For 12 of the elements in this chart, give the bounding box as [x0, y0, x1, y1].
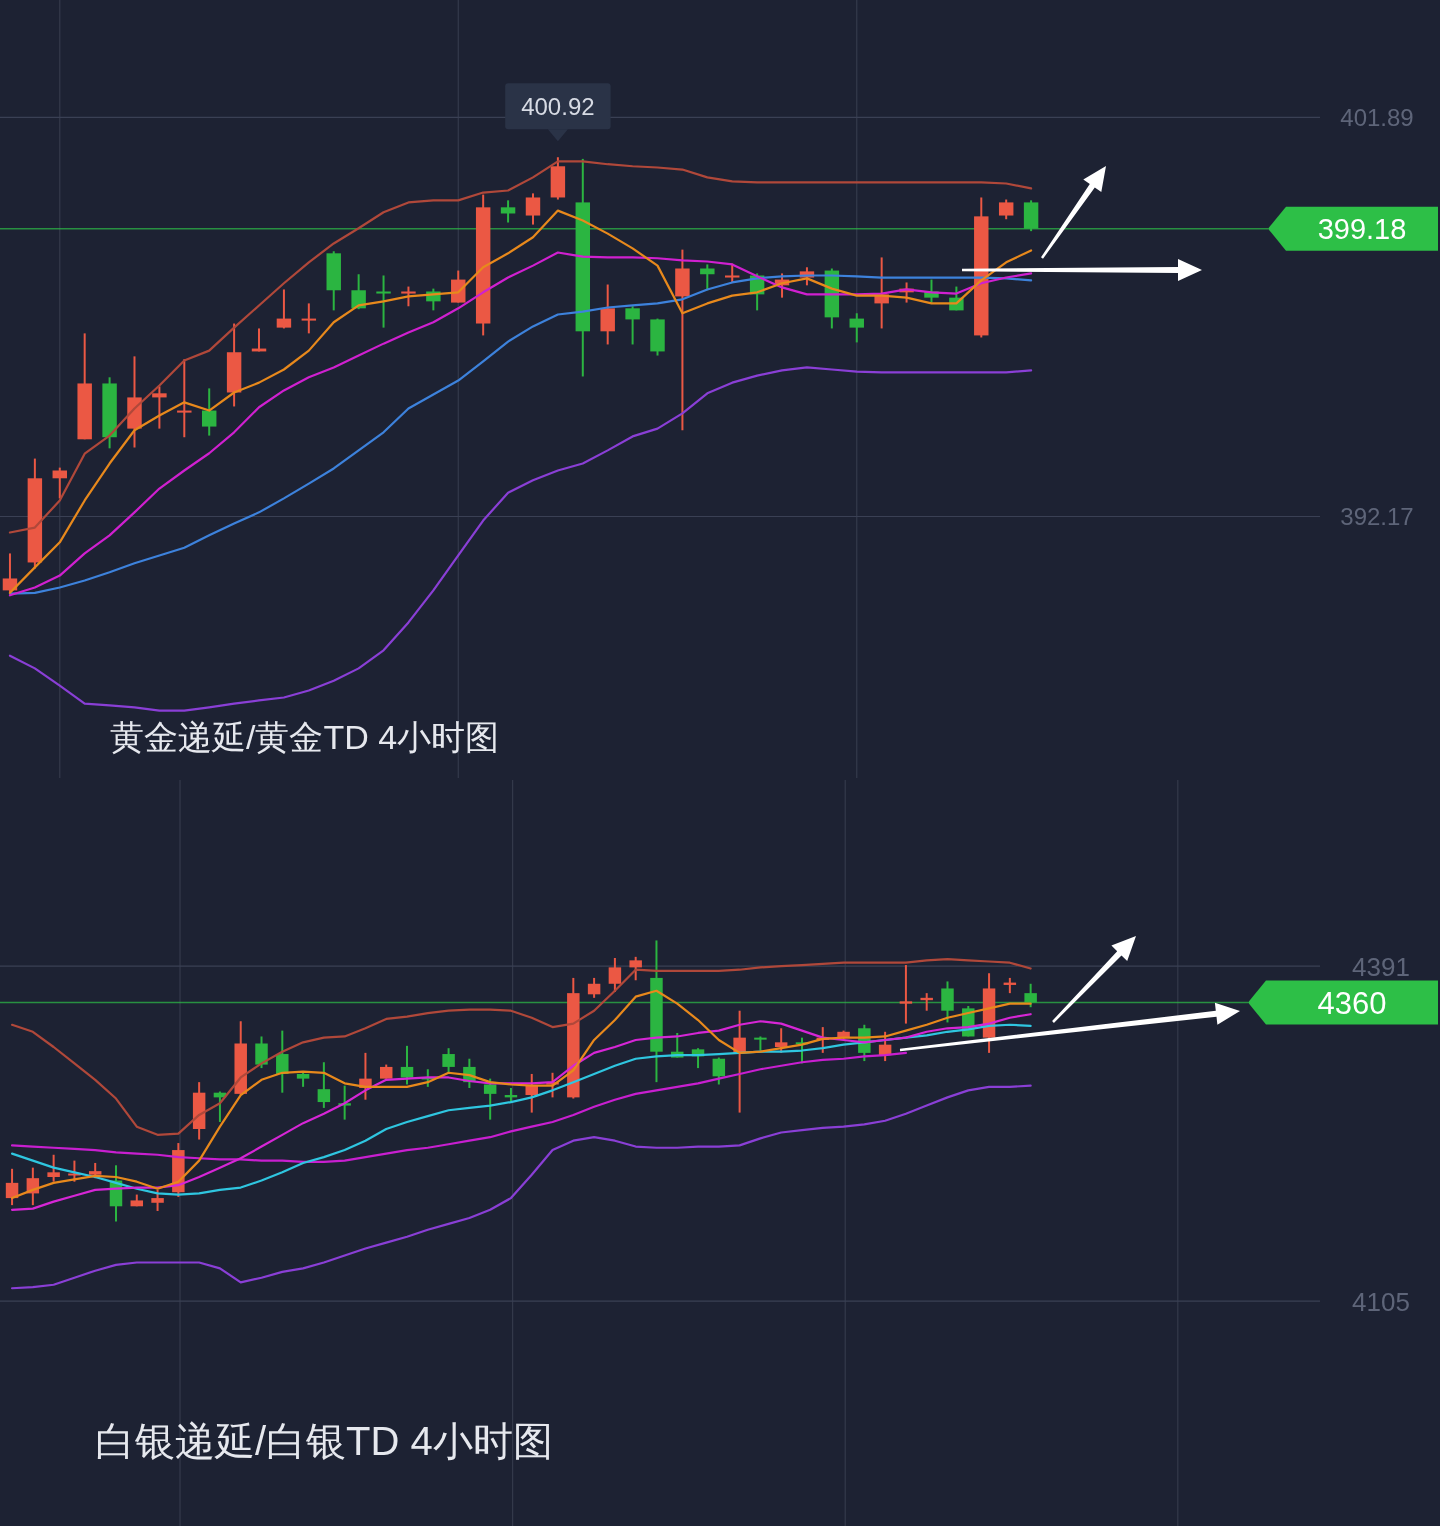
- ref-line-label: 4360: [1317, 985, 1387, 1021]
- y-tick-label: 392.17: [1340, 503, 1414, 531]
- ref-line-label: 399.18: [1317, 213, 1407, 246]
- y-tick-label: 4391: [1352, 951, 1410, 982]
- title: 白银递延/白银TD 4小时图: [95, 1419, 553, 1463]
- y-tick-label: 401.89: [1340, 104, 1414, 132]
- annotation: 400.92: [521, 92, 595, 120]
- y-tick-label: 4105: [1352, 1286, 1410, 1317]
- ref-line-label: 399.18: [1268, 206, 1438, 251]
- ref-line-label: 4360: [1248, 980, 1438, 1025]
- title: 黄金递延/黄金TD 4小时图: [110, 718, 500, 756]
- annotation: 400.92: [505, 83, 611, 142]
